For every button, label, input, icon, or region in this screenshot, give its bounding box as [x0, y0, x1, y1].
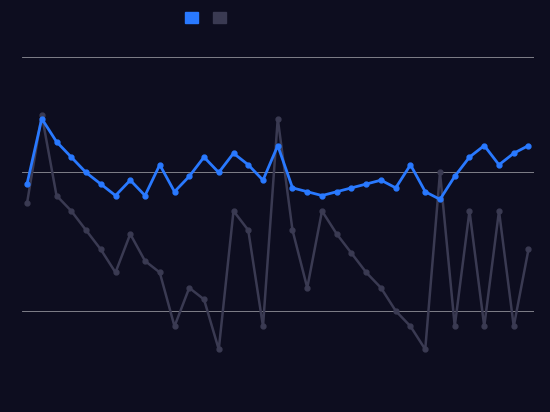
Legend: , : ,	[185, 12, 227, 26]
